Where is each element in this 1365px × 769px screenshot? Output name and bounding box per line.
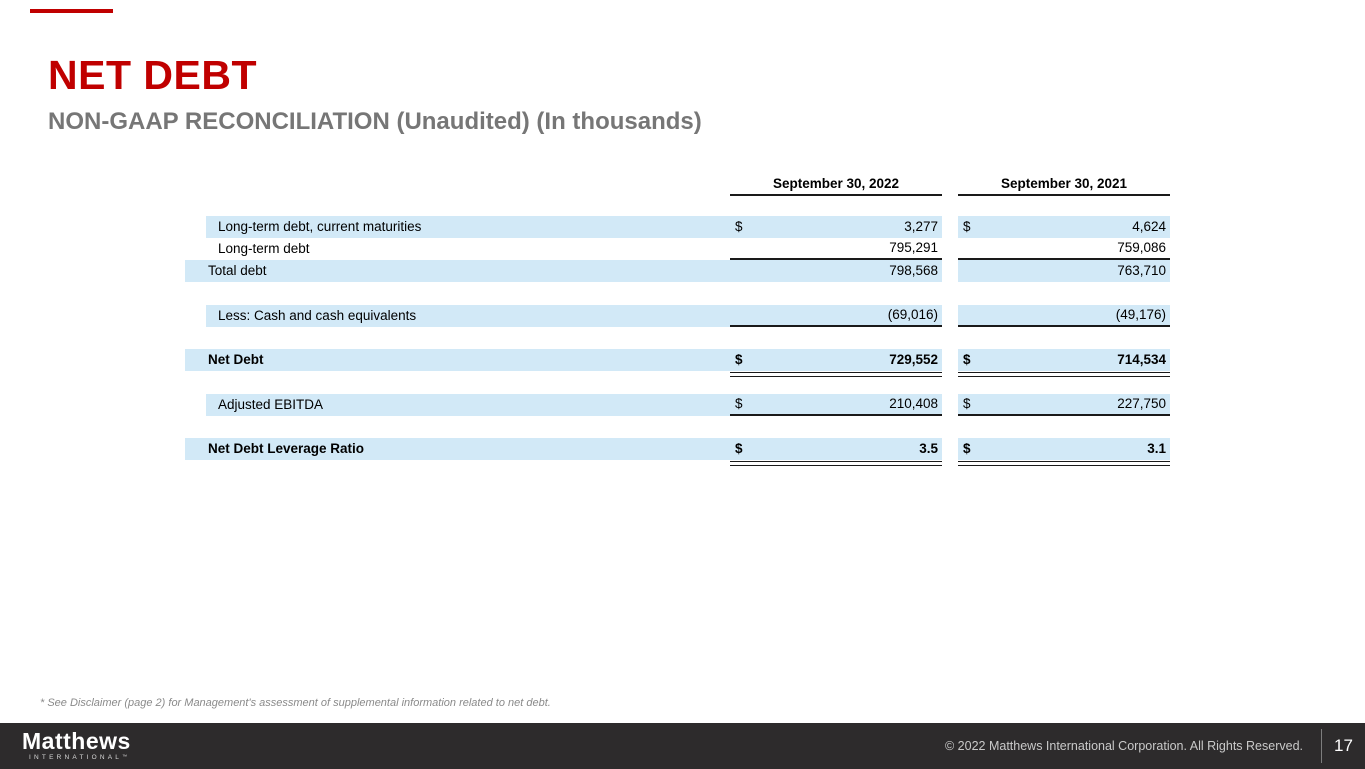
- row-spacer: [185, 416, 1170, 438]
- dollar-sign: $: [963, 219, 971, 234]
- value-text: 3,277: [904, 219, 938, 234]
- row-label: Long-term debt: [218, 241, 310, 256]
- row-spacer: [185, 282, 1170, 305]
- value-text: 3.5: [919, 441, 938, 456]
- row-indent-cell: [185, 216, 206, 238]
- row-indent-cell: [185, 438, 206, 460]
- double-rule-lead: [185, 460, 730, 466]
- row-indent-cell: [185, 238, 206, 260]
- value-text: 4,624: [1132, 219, 1166, 234]
- value-cell-2022: (69,016): [730, 305, 942, 327]
- value-text: 227,750: [1117, 396, 1166, 411]
- column-header-2021: September 30, 2021: [958, 175, 1170, 196]
- row-indent-cell: [185, 260, 206, 282]
- dollar-sign: $: [963, 396, 971, 411]
- page-subtitle: NON-GAAP RECONCILIATION (Unaudited) (In …: [48, 108, 702, 135]
- value-text: (69,016): [887, 307, 938, 322]
- value-cell-2021: $3.1: [958, 438, 1170, 460]
- page-title: NET DEBT: [48, 52, 257, 98]
- dollar-sign: $: [963, 441, 971, 456]
- value-text: (49,176): [1115, 307, 1166, 322]
- row-indent-cell: [185, 349, 206, 371]
- double-rule: [185, 460, 1170, 466]
- value-text: 714,534: [1117, 352, 1166, 367]
- value-cell-2021: 759,086: [958, 238, 1170, 260]
- logo-subtext: INTERNATIONAL: [29, 754, 123, 762]
- value-cell-2022: 798,568: [730, 260, 942, 282]
- value-cell-2022: $3.5: [730, 438, 942, 460]
- dollar-sign: $: [735, 441, 743, 456]
- logo-wordmark: Matthews: [22, 728, 131, 755]
- footer-bar: Matthews INTERNATIONAL ™ © 2022 Matthews…: [0, 723, 1365, 769]
- value-text: 798,568: [889, 263, 938, 278]
- copyright-text: © 2022 Matthews International Corporatio…: [944, 739, 1303, 753]
- double-rule-2021: [958, 372, 1170, 377]
- column-gap: [942, 175, 958, 196]
- table-header-row: September 30, 2022 September 30, 2021: [185, 175, 1170, 196]
- column-gap: [942, 394, 958, 416]
- footer-divider: [1321, 729, 1322, 763]
- row-label: Less: Cash and cash equivalents: [206, 305, 730, 327]
- column-gap: [942, 238, 958, 260]
- dollar-sign: $: [963, 352, 971, 367]
- trademark-symbol: ™: [122, 754, 128, 761]
- row-label: Net Debt: [206, 349, 730, 371]
- double-rule-lead: [185, 371, 730, 377]
- table-row: Adjusted EBITDA $210,408 $227,750: [185, 394, 1170, 416]
- column-gap: [942, 349, 958, 371]
- accent-dash: [30, 9, 113, 13]
- value-text: 759,086: [1117, 240, 1166, 255]
- double-rule-2022: [730, 372, 942, 377]
- value-text: 3.1: [1147, 441, 1166, 456]
- value-cell-2021: 763,710: [958, 260, 1170, 282]
- value-text: 210,408: [889, 396, 938, 411]
- value-cell-2021: $4,624: [958, 216, 1170, 238]
- table-row: Net Debt Leverage Ratio $3.5 $3.1: [185, 438, 1170, 460]
- row-label: Net Debt Leverage Ratio: [206, 438, 730, 460]
- logo-subtext-row: INTERNATIONAL ™: [22, 755, 131, 762]
- value-cell-2022: 795,291: [730, 238, 942, 260]
- dollar-sign: $: [735, 219, 743, 234]
- column-gap: [942, 305, 958, 327]
- table-row: Long-term debt, current maturities $3,277…: [185, 216, 1170, 238]
- row-label: Long-term debt, current maturities: [206, 216, 730, 238]
- footnote: * See Disclaimer (page 2) for Management…: [40, 697, 551, 709]
- row-label: Total debt: [206, 260, 730, 282]
- column-gap: [942, 371, 958, 377]
- double-rule-2022: [730, 461, 942, 466]
- column-gap: [942, 460, 958, 466]
- company-logo: Matthews INTERNATIONAL ™: [22, 730, 131, 762]
- header-lead-space: [185, 175, 730, 196]
- double-rule-2021: [958, 461, 1170, 466]
- value-cell-2022: $210,408: [730, 394, 942, 416]
- table-row: Net Debt $729,552 $714,534: [185, 349, 1170, 371]
- value-text: 729,552: [889, 352, 938, 367]
- value-text: 763,710: [1117, 263, 1166, 278]
- dollar-sign: $: [735, 396, 743, 411]
- column-gap: [942, 438, 958, 460]
- row-indent-cell: [185, 305, 206, 327]
- value-cell-2021: $227,750: [958, 394, 1170, 416]
- row-spacer: [185, 377, 1170, 394]
- dollar-sign: $: [735, 352, 743, 367]
- table-body: Long-term debt, current maturities $3,277…: [185, 216, 1170, 466]
- header-spacer: [185, 196, 1170, 216]
- double-rule: [185, 371, 1170, 377]
- value-cell-2022: $729,552: [730, 349, 942, 371]
- page-number: 17: [1334, 736, 1353, 755]
- table-row: Total debt 798,568 763,710: [185, 260, 1170, 282]
- value-text: 795,291: [889, 240, 938, 255]
- row-indent-cell: [185, 394, 206, 416]
- value-cell-2021: (49,176): [958, 305, 1170, 327]
- value-cell-2022: $3,277: [730, 216, 942, 238]
- column-gap: [942, 260, 958, 282]
- table-row: Less: Cash and cash equivalents (69,016) (…: [185, 305, 1170, 327]
- reconciliation-table: September 30, 2022 September 30, 2021 Lo…: [185, 175, 1170, 466]
- row-label: Adjusted EBITDA: [206, 394, 730, 416]
- column-gap: [942, 216, 958, 238]
- row-spacer: [185, 327, 1170, 349]
- value-cell-2021: $714,534: [958, 349, 1170, 371]
- column-header-2022: September 30, 2022: [730, 175, 942, 196]
- table-row: Long-term debt 795,291 759,086: [185, 238, 1170, 260]
